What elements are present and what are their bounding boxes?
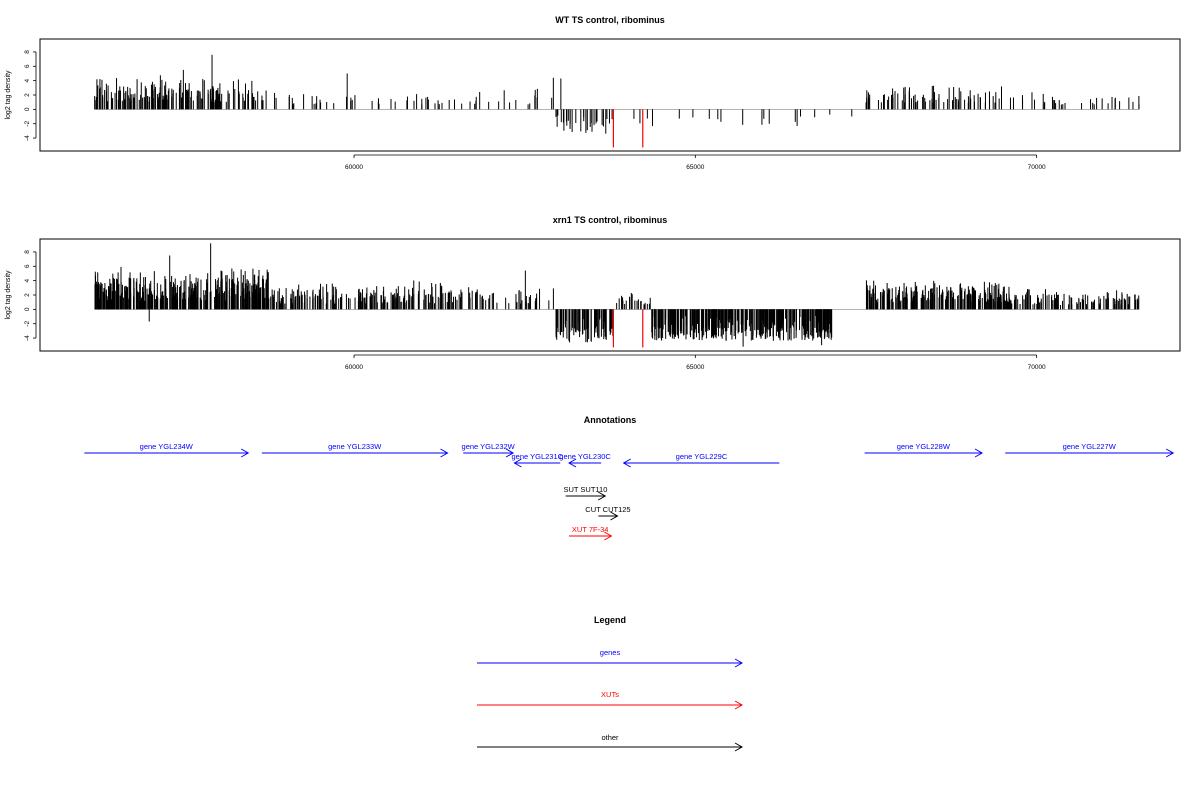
feature-label: gene YGL227W — [1063, 442, 1117, 451]
x-tick-label: 65000 — [686, 164, 704, 171]
legend-panel: Legend genes XUTs other — [477, 615, 744, 752]
plot-frame — [39, 38, 1181, 152]
x-tick-label: 70000 — [1028, 364, 1046, 371]
bar-series — [94, 54, 1140, 148]
annotation-feature: gene YGL230C — [559, 452, 611, 468]
y-tick-label: 0 — [24, 107, 31, 111]
arrowhead-icon — [440, 448, 449, 458]
annotation-feature: gene YGL233W — [261, 442, 449, 458]
annotation-feature: XUT 7F-34 — [569, 525, 613, 541]
y-tick-label: 8 — [24, 250, 31, 254]
annotations-title: Annotations — [584, 415, 637, 425]
arrowhead-icon — [513, 458, 522, 468]
legend-title: Legend — [594, 615, 626, 625]
y-axis: -4 -2 0 2 4 6 8 — [24, 250, 37, 341]
annotation-feature: CUT CUT125 — [585, 505, 631, 521]
panel-title: WT TS control, ribominus — [555, 15, 665, 25]
y-tick-label: 8 — [24, 50, 31, 54]
arrowhead-icon — [622, 458, 631, 468]
y-tick-label: 0 — [24, 307, 31, 311]
y-tick-label: 6 — [24, 64, 31, 68]
panel-xrn1: xrn1 TS control, ribominus log2 tag dens… — [5, 215, 1181, 371]
annotation-feature: SUT SUT110 — [563, 485, 607, 501]
arrowhead-icon — [604, 531, 613, 541]
annotation-feature: gene YGL227W — [1005, 442, 1175, 458]
x-tick-label: 60000 — [345, 164, 363, 171]
x-tick-label: 60000 — [345, 364, 363, 371]
y-axis-label: log2 tag density — [5, 70, 12, 120]
annotation-features: gene YGL234W gene YGL233W gene YGL232Wgene… — [84, 442, 1175, 541]
feature-label: gene YGL228W — [897, 442, 951, 451]
legend-item-genes: genes — [477, 648, 744, 668]
y-tick-label: 4 — [24, 78, 31, 82]
x-axis: 60000 65000 70000 — [345, 154, 1046, 171]
x-tick-label: 70000 — [1028, 164, 1046, 171]
legend-label: other — [601, 733, 619, 742]
arrowhead-icon — [1165, 448, 1175, 458]
arrowhead-icon — [734, 700, 744, 710]
y-tick-label: -2 — [24, 120, 31, 126]
arrowhead-icon — [610, 511, 619, 521]
x-axis: 60000 65000 70000 — [345, 354, 1046, 371]
feature-label: CUT CUT125 — [585, 505, 630, 514]
y-tick-label: -4 — [24, 335, 31, 341]
feature-label: gene YGL232W — [462, 442, 516, 451]
y-tick-label: 2 — [24, 93, 31, 97]
legend-label: genes — [600, 648, 621, 657]
annotation-feature: gene YGL231C — [512, 452, 564, 468]
arrowhead-icon — [240, 448, 250, 458]
plot-frame — [39, 238, 1181, 352]
arrowhead-icon — [974, 448, 984, 458]
arrowhead-icon — [505, 448, 515, 458]
annotation-feature: gene YGL228W — [864, 442, 984, 458]
feature-label: gene YGL229C — [676, 452, 728, 461]
panel-wt: WT TS control, ribominus log2 tag densit… — [5, 15, 1181, 171]
annotation-feature: gene YGL234W — [84, 442, 250, 458]
y-tick-label: 6 — [24, 264, 31, 268]
annotation-feature: gene YGL229C — [622, 452, 780, 468]
y-tick-label: 2 — [24, 293, 31, 297]
feature-label: XUT 7F-34 — [572, 525, 609, 534]
arrowhead-icon — [734, 658, 744, 668]
annotation-feature: gene YGL232W — [462, 442, 516, 458]
feature-label: gene YGL230C — [559, 452, 611, 461]
legend-label: XUTs — [601, 690, 619, 699]
x-tick-label: 65000 — [686, 364, 704, 371]
feature-label: SUT SUT110 — [563, 485, 607, 494]
y-axis-label: log2 tag density — [5, 270, 12, 320]
arrowhead-icon — [597, 491, 607, 501]
y-tick-label: -4 — [24, 135, 31, 141]
bar-series — [94, 243, 1140, 348]
legend-item-xuts: XUTs — [477, 690, 744, 710]
legend-item-other: other — [477, 733, 744, 752]
feature-label: gene YGL233W — [328, 442, 382, 451]
y-tick-label: 4 — [24, 278, 31, 282]
feature-label: gene YGL231C — [512, 452, 564, 461]
arrowhead-icon — [734, 742, 744, 752]
feature-label: gene YGL234W — [140, 442, 194, 451]
y-tick-label: -2 — [24, 320, 31, 326]
panel-title: xrn1 TS control, ribominus — [553, 215, 668, 225]
y-axis: -4 -2 0 2 4 6 8 — [24, 50, 37, 141]
annotations-panel: Annotations gene YGL234W gene YGL233W gene… — [84, 415, 1175, 541]
arrowhead-icon — [568, 458, 577, 468]
